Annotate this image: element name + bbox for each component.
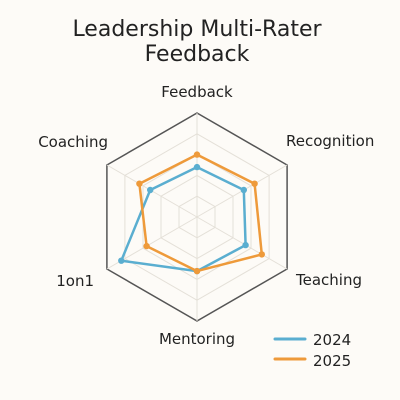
axis-label-Teaching: Teaching [295, 271, 362, 289]
radar-series [118, 151, 265, 275]
data-point-2025-1on1 [143, 242, 150, 250]
legend-label-2024: 2024 [313, 331, 351, 349]
grid-spoke [196, 216, 288, 270]
axis-label-Coaching: Coaching [38, 133, 108, 151]
data-point-2025-Feedback [193, 151, 201, 158]
data-point-2025-Coaching [136, 180, 143, 187]
data-point-2025-Mentoring [193, 267, 201, 275]
data-point-2025-Teaching [258, 251, 265, 258]
axis-label-1on1: 1on1 [56, 272, 94, 290]
axis-labels: Feedback Recognition Teaching Mentoring 1on1… [38, 83, 374, 348]
data-point-2024-1on1 [118, 257, 125, 264]
axis-label-Recognition: Recognition [286, 132, 374, 150]
data-point-2024-Recognition [240, 186, 247, 194]
data-point-2024-Coaching [147, 186, 154, 194]
chart-title-line-2: Feedback [145, 42, 250, 67]
chart-title-line-1: Leadership Multi-Rater [72, 17, 322, 42]
data-point-2024-Feedback [193, 163, 201, 171]
legend: 2024 2025 [273, 331, 351, 370]
axis-label-Mentoring: Mentoring [159, 330, 235, 348]
axis-label-Feedback: Feedback [161, 83, 233, 101]
data-point-2024-Teaching [242, 241, 249, 249]
data-point-2025-Recognition [251, 180, 258, 187]
legend-label-2025: 2025 [313, 352, 351, 370]
